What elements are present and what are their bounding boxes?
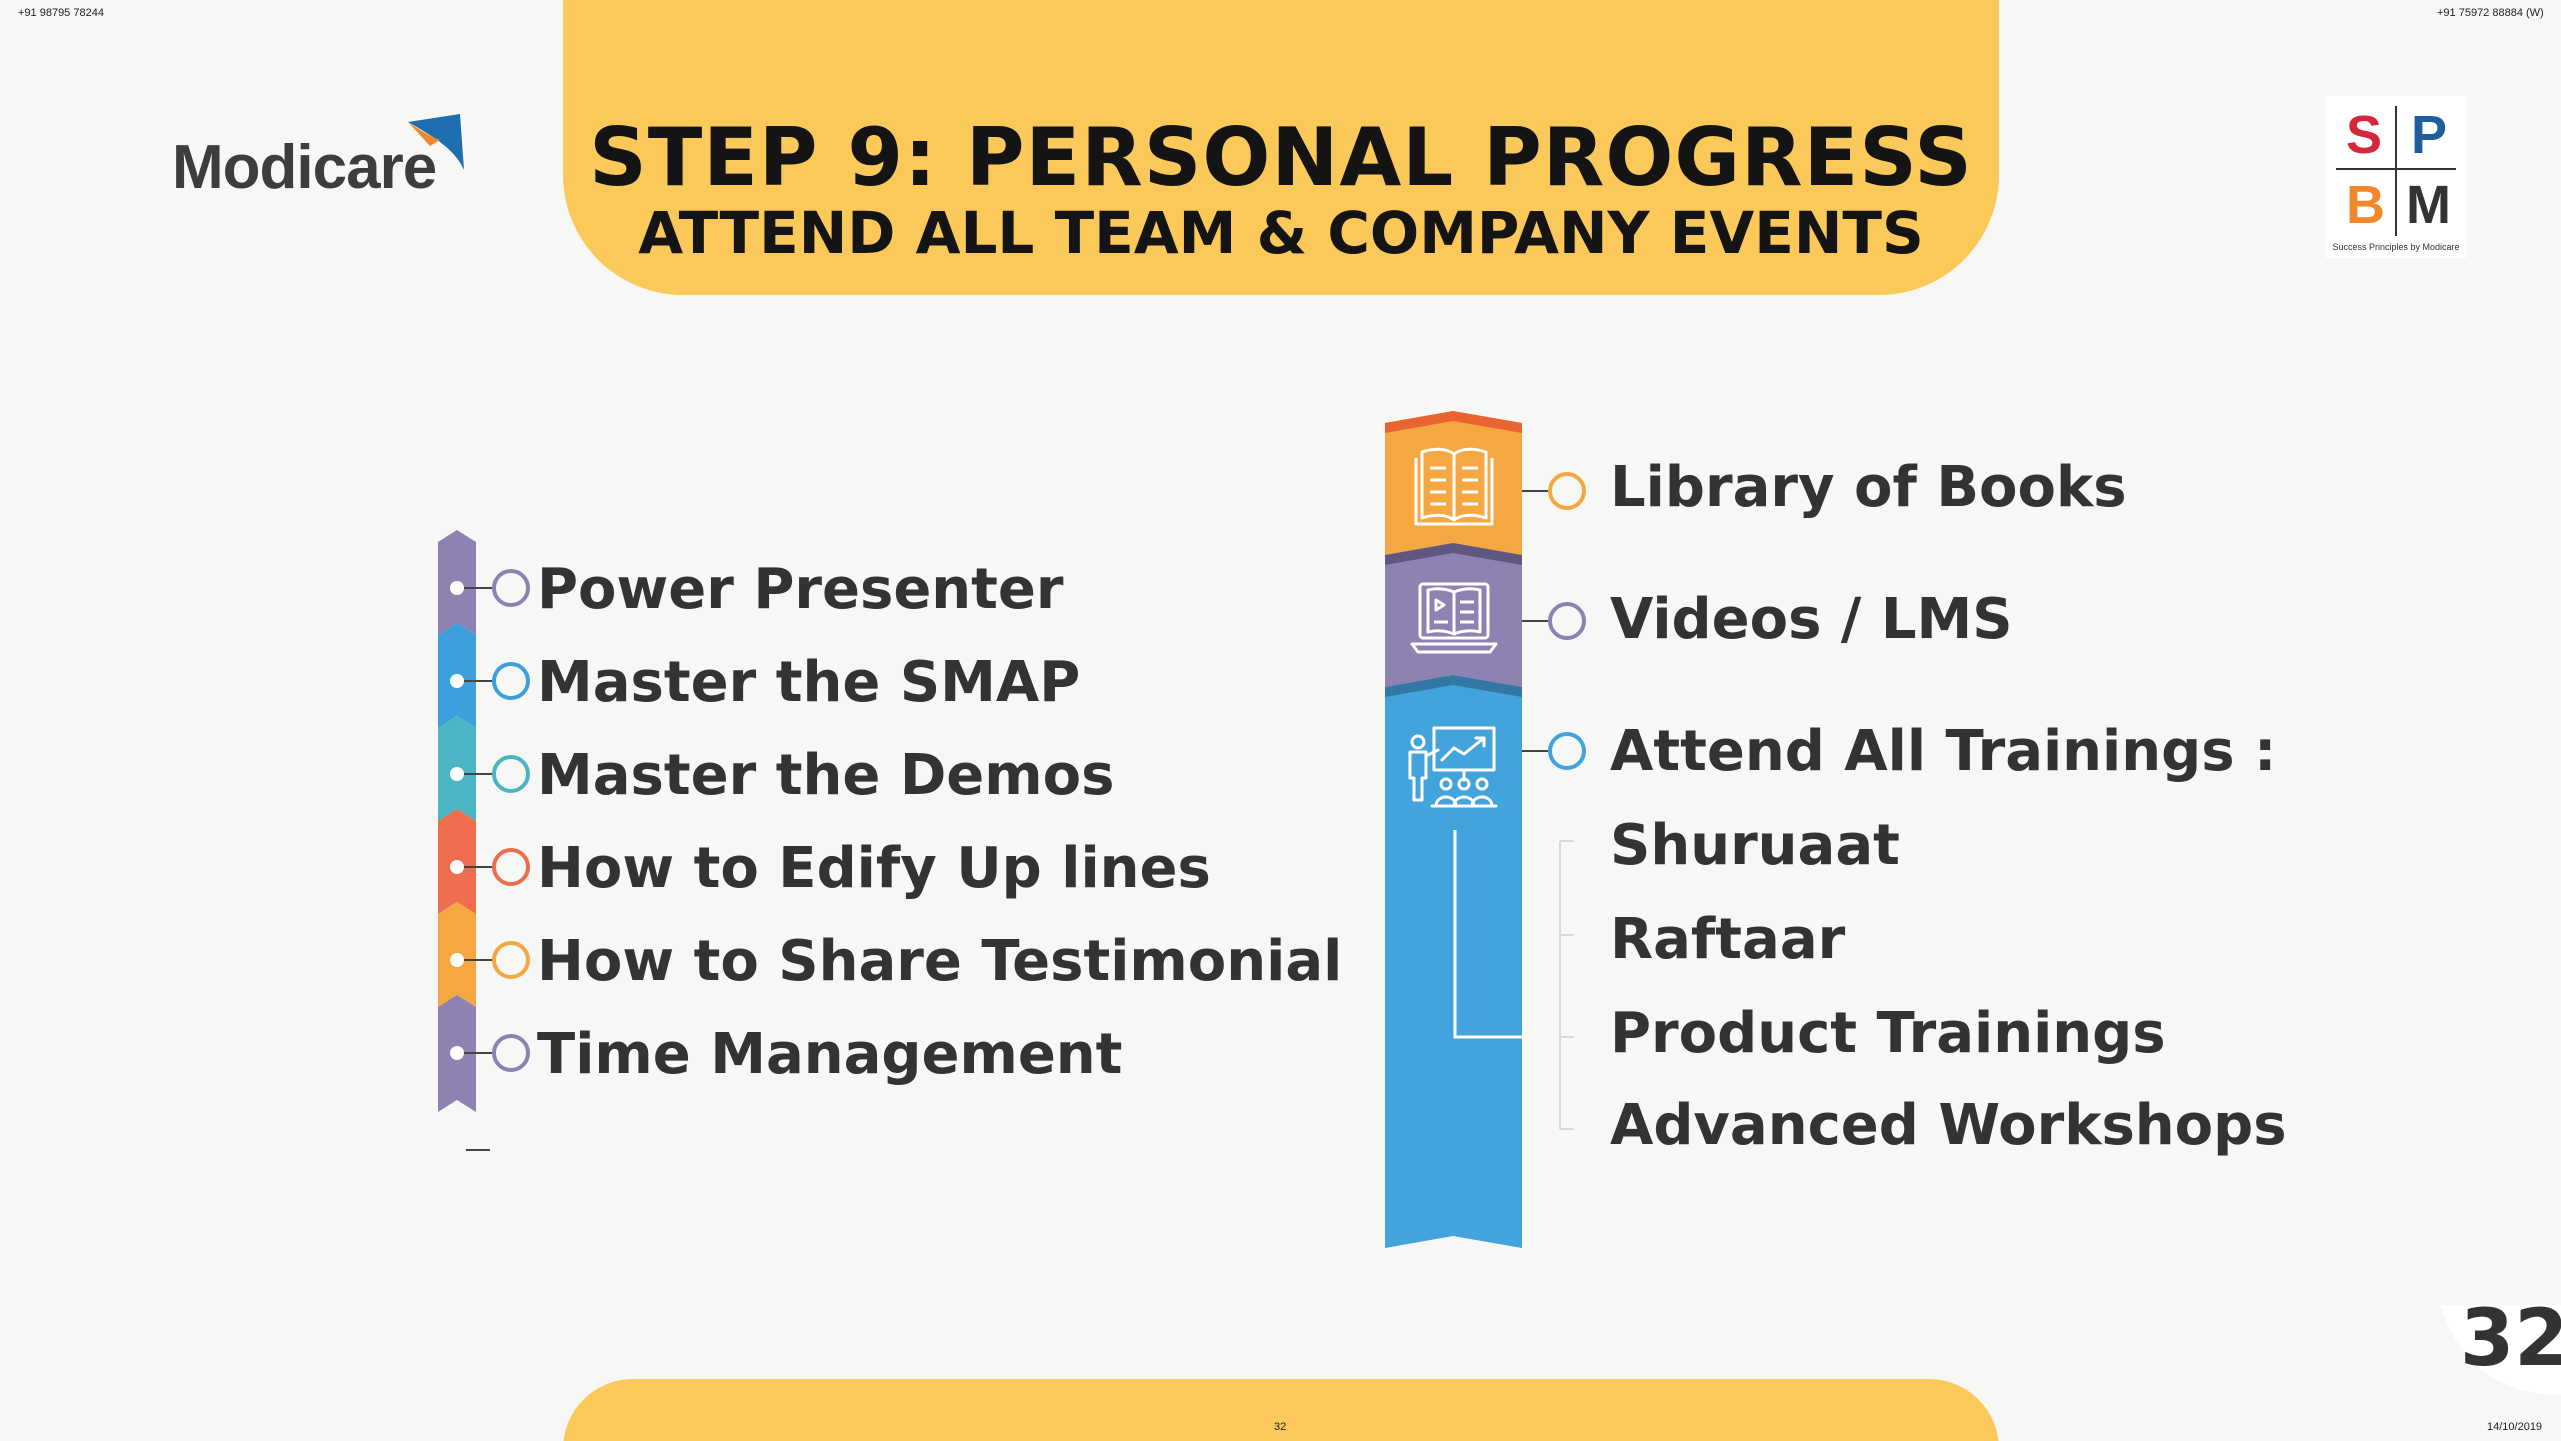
right-ribbon [1385,411,1586,1248]
phone-number-right: +91 75972 88884 (W) [2437,7,2544,19]
header-banner [563,0,1999,295]
list-item: Videos / LMS [1610,587,2013,652]
list-item: Library of Books [1610,455,2127,520]
slide-date: 14/10/2019 [2487,1421,2543,1433]
page-number: 32 [2460,1294,2561,1384]
spbm-letter-p: P [2411,105,2448,165]
list-item: Attend All Trainings : [1610,719,2277,784]
list-item: Time Management [537,1022,1123,1087]
phone-number-left: +91 98795 78244 [18,7,104,19]
list-item: How to Edify Up lines [537,836,1211,901]
book-icon [1414,447,1494,526]
training-item: Raftaar [1610,907,1846,972]
list-item: Master the SMAP [537,650,1081,715]
spbm-letter-m: M [2406,175,2451,235]
spbm-letter-s: S [2346,105,2383,165]
presentation-icon [1408,726,1498,808]
training-item: Advanced Workshops [1610,1093,2287,1158]
left-timeline [438,530,530,1151]
footer-banner [563,1379,1999,1441]
spbm-caption: Success Principles by Modicare [2332,242,2460,252]
page-number-background [2440,1305,2561,1395]
training-item: Product Trainings [1610,1001,2166,1066]
laptop-icon [1410,582,1498,654]
slide-subtitle: ATTEND ALL TEAM & COMPANY EVENTS [638,199,1924,267]
modicare-logo: Modicare [172,133,437,202]
list-item: Power Presenter [537,557,1064,622]
modicare-swoosh-icon [408,114,464,170]
training-item: Shuruaat [1610,813,1900,878]
footer-page-number: 32 [1274,1421,1287,1433]
list-item: How to Share Testimonial [537,929,1343,994]
spbm-letter-b: B [2346,175,2385,235]
list-item: Master the Demos [537,743,1115,808]
spbm-logo: S P B M Success Principles by Modicare [2326,96,2466,258]
slide-title: STEP 9: PERSONAL PROGRESS [589,111,1973,204]
